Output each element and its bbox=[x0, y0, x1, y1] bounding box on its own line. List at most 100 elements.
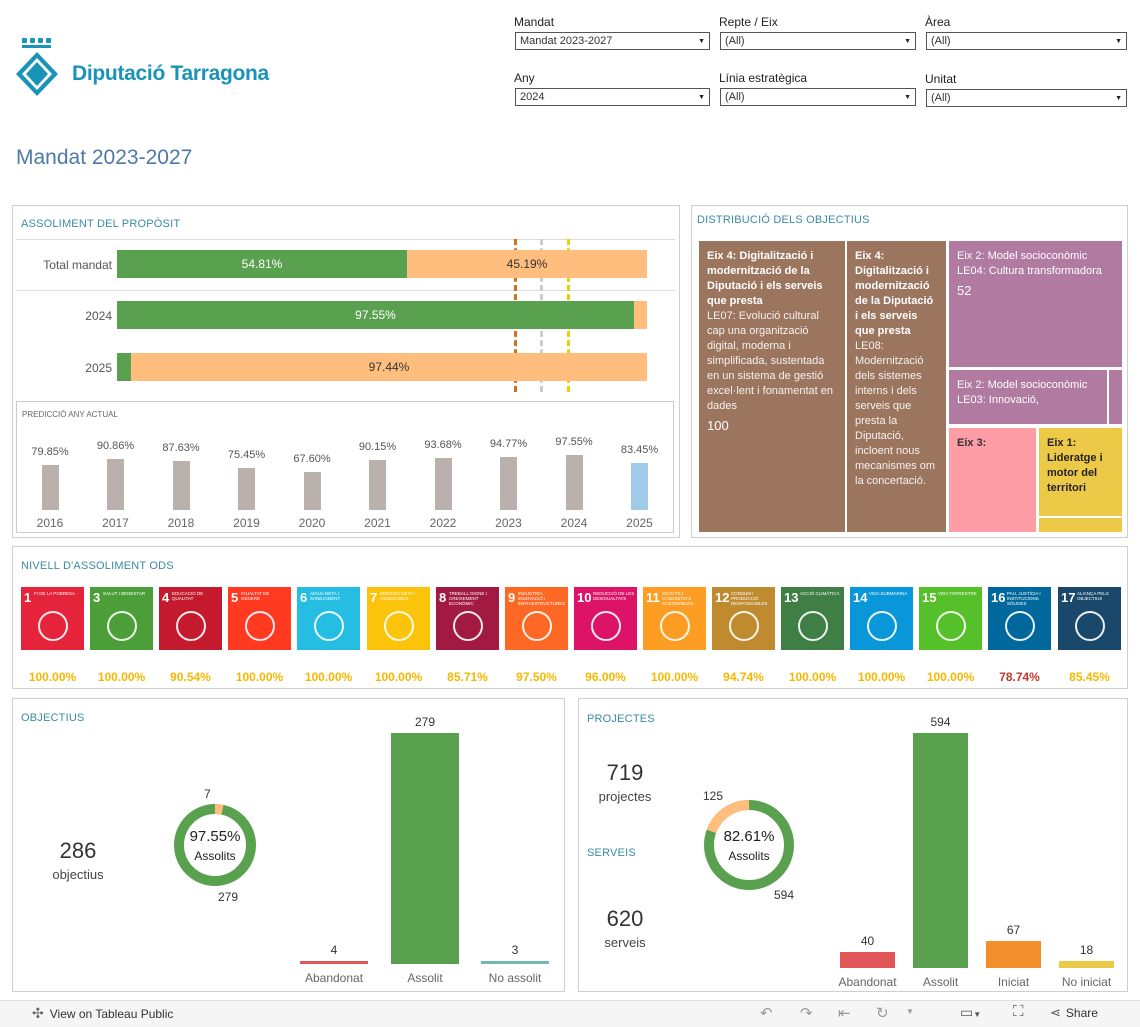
ods-number: 5 bbox=[231, 590, 239, 605]
ods-icon bbox=[176, 611, 206, 641]
filter-any-label: Any bbox=[514, 71, 535, 85]
filter-unitat-select[interactable]: (All) ▼ bbox=[926, 89, 1127, 107]
ods-tile-8[interactable]: 8 TREBALL DIGNE I CREIXEMENT ECONÒMIC bbox=[436, 587, 499, 650]
prediccio-bar[interactable] bbox=[500, 457, 517, 510]
proposit-bar-assolit[interactable]: 97.55% bbox=[117, 301, 634, 329]
ods-number: 14 bbox=[853, 590, 868, 605]
ods-label: IGUALTAT DE GÈNERE bbox=[241, 591, 270, 601]
ods-number: 4 bbox=[162, 590, 170, 605]
ods-tile-16[interactable]: 16 PAU, JUSTÍCIA I INSTITUCIONS SÒLIDES bbox=[988, 587, 1051, 650]
filter-unitat-label: Unitat bbox=[925, 72, 957, 86]
status-bar-value: 67 bbox=[1006, 923, 1021, 937]
view-on-tableau-link[interactable]: ✣ View on Tableau Public bbox=[32, 1005, 174, 1021]
status-bar-no-iniciat[interactable] bbox=[1059, 961, 1114, 968]
prediccio-value-label: 67.60% bbox=[293, 453, 331, 465]
dropdown-arrow-icon: ▼ bbox=[1115, 37, 1122, 45]
revert-button[interactable]: ⇤ bbox=[838, 1005, 851, 1022]
status-bar-abandonat[interactable] bbox=[300, 961, 368, 964]
treemap-cell-le04[interactable]: Eix 2: Model socioconòmic LE04: Cultura … bbox=[949, 241, 1122, 367]
prediccio-value-label: 83.45% bbox=[620, 444, 659, 456]
ods-tile-12[interactable]: 12 CONSUM I PRODUCCIÓ RESPONSABLES bbox=[712, 587, 775, 650]
projectes-donut-pct: 82.61% bbox=[723, 828, 775, 845]
filter-area-label: Àrea bbox=[925, 15, 951, 29]
filter-any-select[interactable]: 2024 ▼ bbox=[515, 88, 710, 106]
download-button[interactable]: ▭▼ bbox=[960, 1004, 982, 1020]
treemap-cell-le03[interactable]: Eix 2: Model socioconòmic LE03: Innovaci… bbox=[949, 370, 1107, 424]
ods-number: 9 bbox=[508, 590, 516, 605]
ods-label: ALIANÇA PELS OBJECTIUS bbox=[1077, 591, 1109, 601]
ods-label: TREBALL DIGNE I CREIXEMENT ECONÒMIC bbox=[449, 591, 487, 606]
status-bar-value: 18 bbox=[1079, 943, 1094, 957]
ods-tile-17[interactable]: 17 ALIANÇA PELS OBJECTIUS bbox=[1058, 587, 1121, 650]
fullscreen-button[interactable]: ⛶ bbox=[1013, 1003, 1024, 1020]
objectius-donut-big: 279 bbox=[218, 890, 239, 904]
ods-label: INDÚSTRIA, INNOVACIÓ I INFRAESTRUCTURES bbox=[518, 591, 566, 606]
status-bar-assolit[interactable] bbox=[913, 733, 968, 968]
prediccio-bar[interactable] bbox=[631, 463, 648, 510]
proposit-bar-assolit[interactable] bbox=[117, 353, 131, 381]
ods-tile-15[interactable]: 15 VIDA TERRESTRE bbox=[919, 587, 982, 650]
redo-button[interactable]: ↷ bbox=[800, 1005, 813, 1022]
ods-icon bbox=[245, 611, 275, 641]
ods-tile-4[interactable]: 4 EDUCACIÓ DE QUALITAT bbox=[159, 587, 222, 650]
treemap-cell-eix3[interactable]: Eix 3: bbox=[949, 428, 1036, 532]
ods-label: ENERGIA NETA I ASSEQUIBLE bbox=[380, 591, 416, 601]
filter-repte-select[interactable]: (All) ▼ bbox=[720, 32, 916, 50]
ods-icon bbox=[729, 611, 759, 641]
ods-tile-11[interactable]: 11 CIUTATS I COMUNITATS SOSTENIBLES bbox=[643, 587, 706, 650]
prediccio-bar[interactable] bbox=[238, 468, 255, 510]
ods-tile-6[interactable]: 6 AIGUA NETA I SANEJAMENT bbox=[297, 587, 360, 650]
ods-tile-13[interactable]: 13 ACCIÓ CLIMÀTICA bbox=[781, 587, 844, 650]
prediccio-year-label: 2020 bbox=[298, 516, 326, 530]
share-button[interactable]: ⋖ Share bbox=[1050, 1005, 1098, 1020]
prediccio-bar[interactable] bbox=[565, 455, 583, 510]
status-bar-assolit[interactable] bbox=[391, 733, 459, 964]
ods-tile-3[interactable]: 3 SALUT I BENESTAR bbox=[90, 587, 153, 650]
status-bar-value: 279 bbox=[414, 715, 436, 729]
status-bar-iniciat[interactable] bbox=[986, 941, 1041, 968]
undo-button[interactable]: ↶ bbox=[760, 1005, 773, 1022]
proposit-row-label: 2025 bbox=[85, 361, 112, 375]
treemap-cell-le07[interactable]: Eix 4: Digitalització i modernització de… bbox=[699, 241, 845, 532]
logo-text: Diputació Tarragona bbox=[72, 62, 269, 85]
ods-tile-10[interactable]: 10 REDUCCIÓ DE LES DESIGUALTATS bbox=[574, 587, 637, 650]
prediccio-year-label: 2021 bbox=[364, 516, 391, 530]
ods-number: 11 bbox=[646, 590, 660, 605]
refresh-button[interactable]: ↻ bbox=[876, 1005, 889, 1022]
ods-tile-9[interactable]: 9 INDÚSTRIA, INNOVACIÓ I INFRAESTRUCTURES bbox=[505, 587, 568, 650]
serveis-total-label: serveis bbox=[604, 935, 646, 950]
prediccio-bar[interactable] bbox=[303, 472, 321, 510]
prediccio-bar[interactable] bbox=[172, 461, 190, 510]
projectes-donut-small: 125 bbox=[703, 789, 724, 803]
filter-linia-select[interactable]: (All) ▼ bbox=[720, 88, 916, 106]
ods-icon bbox=[107, 611, 137, 641]
prediccio-bar[interactable] bbox=[107, 459, 124, 510]
ods-icon bbox=[38, 611, 68, 641]
proposit-bar-pendent[interactable] bbox=[634, 301, 647, 329]
proposit-bar-assolit[interactable]: 54.81% bbox=[117, 250, 407, 278]
dropdown-arrow-icon: ▼ bbox=[904, 93, 911, 101]
ods-pct: 85.45% bbox=[1069, 670, 1110, 684]
filter-linia-label: Línia estratègica bbox=[719, 71, 808, 85]
treemap-cell-eix1[interactable]: Eix 1: Lideratge i motor del territori bbox=[1039, 428, 1122, 516]
prediccio-bar[interactable] bbox=[369, 460, 386, 510]
projectes-title: PROJECTES bbox=[587, 713, 655, 725]
filter-area-select[interactable]: (All) ▼ bbox=[926, 32, 1127, 50]
status-bar-value: 594 bbox=[930, 715, 951, 729]
proposit-bar-pendent[interactable]: 45.19% bbox=[407, 250, 647, 278]
ods-tile-5[interactable]: 5 IGUALTAT DE GÈNERE bbox=[228, 587, 291, 650]
proposit-bar-pendent[interactable]: 97.44% bbox=[131, 353, 647, 381]
prediccio-bar[interactable] bbox=[41, 465, 59, 510]
ods-label: PAU, JUSTÍCIA I INSTITUCIONS SÒLIDES bbox=[1007, 591, 1041, 606]
status-bar-no-assolit[interactable] bbox=[481, 961, 549, 964]
pause-dropdown-icon[interactable]: ▼ bbox=[906, 1007, 914, 1016]
treemap-cell-le08[interactable]: Eix 4: Digitalització i modernització de… bbox=[847, 241, 946, 532]
prediccio-bar[interactable] bbox=[434, 458, 452, 510]
filter-mandat-select[interactable]: Mandat 2023-2027 ▼ bbox=[515, 32, 710, 50]
ods-tile-14[interactable]: 14 VIDA SUBMARINA bbox=[850, 587, 913, 650]
ods-tile-1[interactable]: 1 FI DE LA POBRESA bbox=[21, 587, 84, 650]
status-bar-abandonat[interactable] bbox=[840, 952, 895, 968]
ods-tile-7[interactable]: 7 ENERGIA NETA I ASSEQUIBLE bbox=[367, 587, 430, 650]
prediccio-year-label: 2024 bbox=[560, 516, 588, 530]
ods-number: 15 bbox=[922, 590, 937, 605]
